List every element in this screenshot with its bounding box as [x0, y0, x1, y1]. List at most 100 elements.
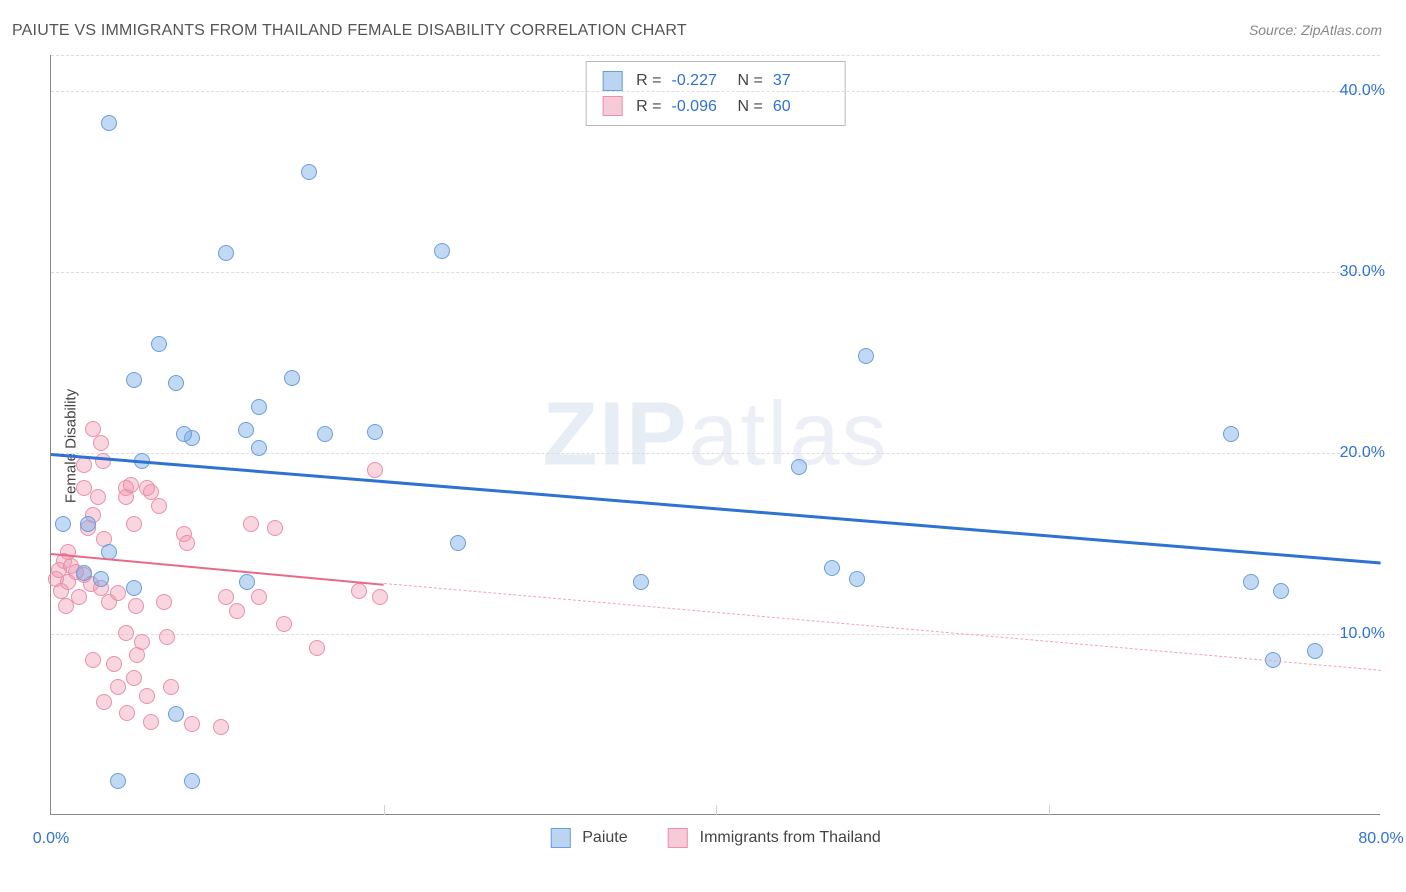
data-point	[151, 498, 167, 514]
x-tick-label: 80.0%	[1358, 830, 1403, 848]
data-point	[95, 453, 111, 469]
data-point	[151, 336, 167, 352]
data-point	[168, 706, 184, 722]
data-point	[791, 459, 807, 475]
data-point	[367, 424, 383, 440]
data-point	[1273, 583, 1289, 599]
stats-row: R = -0.096 N = 60	[602, 94, 829, 120]
stats-legend-box: R = -0.227 N = 37 R = -0.096 N = 60	[585, 61, 846, 126]
data-point	[156, 594, 172, 610]
data-point	[93, 571, 109, 587]
data-point	[301, 164, 317, 180]
data-point	[1307, 643, 1323, 659]
y-tick-label: 20.0%	[1340, 444, 1385, 462]
x-tick-label: 0.0%	[33, 830, 69, 848]
data-point	[139, 688, 155, 704]
data-point	[143, 714, 159, 730]
legend-item: Immigrants from Thailand	[668, 828, 881, 848]
data-point	[213, 719, 229, 735]
swatch-pink-icon	[602, 96, 622, 116]
data-point	[128, 598, 144, 614]
data-point	[176, 426, 192, 442]
data-point	[106, 656, 122, 672]
data-point	[239, 574, 255, 590]
swatch-blue-icon	[550, 828, 570, 848]
data-point	[80, 516, 96, 532]
y-tick-label: 10.0%	[1340, 625, 1385, 643]
gridline-h	[51, 91, 1380, 92]
data-point	[251, 440, 267, 456]
data-point	[168, 375, 184, 391]
data-point	[118, 625, 134, 641]
data-point	[858, 348, 874, 364]
gridline-h	[51, 272, 1380, 273]
data-point	[184, 716, 200, 732]
legend-item: Paiute	[550, 828, 627, 848]
data-point	[163, 679, 179, 695]
data-point	[450, 535, 466, 551]
data-point	[351, 583, 367, 599]
bottom-legend: Paiute Immigrants from Thailand	[550, 828, 880, 848]
stats-row: R = -0.227 N = 37	[602, 68, 829, 94]
trend-line	[383, 583, 1381, 671]
swatch-blue-icon	[602, 71, 622, 91]
data-point	[71, 589, 87, 605]
data-point	[110, 679, 126, 695]
data-point	[126, 516, 142, 532]
data-point	[90, 489, 106, 505]
data-point	[229, 603, 245, 619]
data-point	[218, 589, 234, 605]
data-point	[218, 245, 234, 261]
source-label: Source: ZipAtlas.com	[1249, 22, 1382, 38]
data-point	[76, 565, 92, 581]
x-tick	[1049, 805, 1050, 815]
trend-line	[51, 453, 1381, 565]
data-point	[284, 370, 300, 386]
data-point	[118, 489, 134, 505]
data-point	[243, 516, 259, 532]
data-point	[119, 705, 135, 721]
gridline-h	[51, 634, 1380, 635]
data-point	[238, 422, 254, 438]
plot-area: ZIPatlas R = -0.227 N = 37 R = -0.096 N …	[50, 55, 1380, 815]
data-point	[126, 670, 142, 686]
data-point	[372, 589, 388, 605]
data-point	[93, 435, 109, 451]
data-point	[251, 399, 267, 415]
gridline-h	[51, 55, 1380, 56]
data-point	[143, 484, 159, 500]
data-point	[179, 535, 195, 551]
data-point	[96, 694, 112, 710]
data-point	[101, 594, 117, 610]
data-point	[101, 115, 117, 131]
data-point	[849, 571, 865, 587]
x-tick	[716, 805, 717, 815]
x-tick	[384, 805, 385, 815]
gridline-h	[51, 453, 1380, 454]
data-point	[85, 652, 101, 668]
data-point	[58, 598, 74, 614]
data-point	[267, 520, 283, 536]
data-point	[126, 580, 142, 596]
data-point	[134, 634, 150, 650]
data-point	[633, 574, 649, 590]
data-point	[276, 616, 292, 632]
watermark: ZIPatlas	[542, 383, 888, 486]
data-point	[309, 640, 325, 656]
data-point	[184, 773, 200, 789]
swatch-pink-icon	[668, 828, 688, 848]
y-tick-label: 30.0%	[1340, 263, 1385, 281]
data-point	[55, 516, 71, 532]
data-point	[85, 421, 101, 437]
data-point	[317, 426, 333, 442]
data-point	[824, 560, 840, 576]
y-tick-label: 40.0%	[1340, 82, 1385, 100]
data-point	[367, 462, 383, 478]
data-point	[110, 773, 126, 789]
data-point	[1223, 426, 1239, 442]
data-point	[126, 372, 142, 388]
data-point	[251, 589, 267, 605]
data-point	[1243, 574, 1259, 590]
chart-container: PAIUTE VS IMMIGRANTS FROM THAILAND FEMAL…	[0, 0, 1406, 892]
chart-title: PAIUTE VS IMMIGRANTS FROM THAILAND FEMAL…	[12, 22, 687, 40]
